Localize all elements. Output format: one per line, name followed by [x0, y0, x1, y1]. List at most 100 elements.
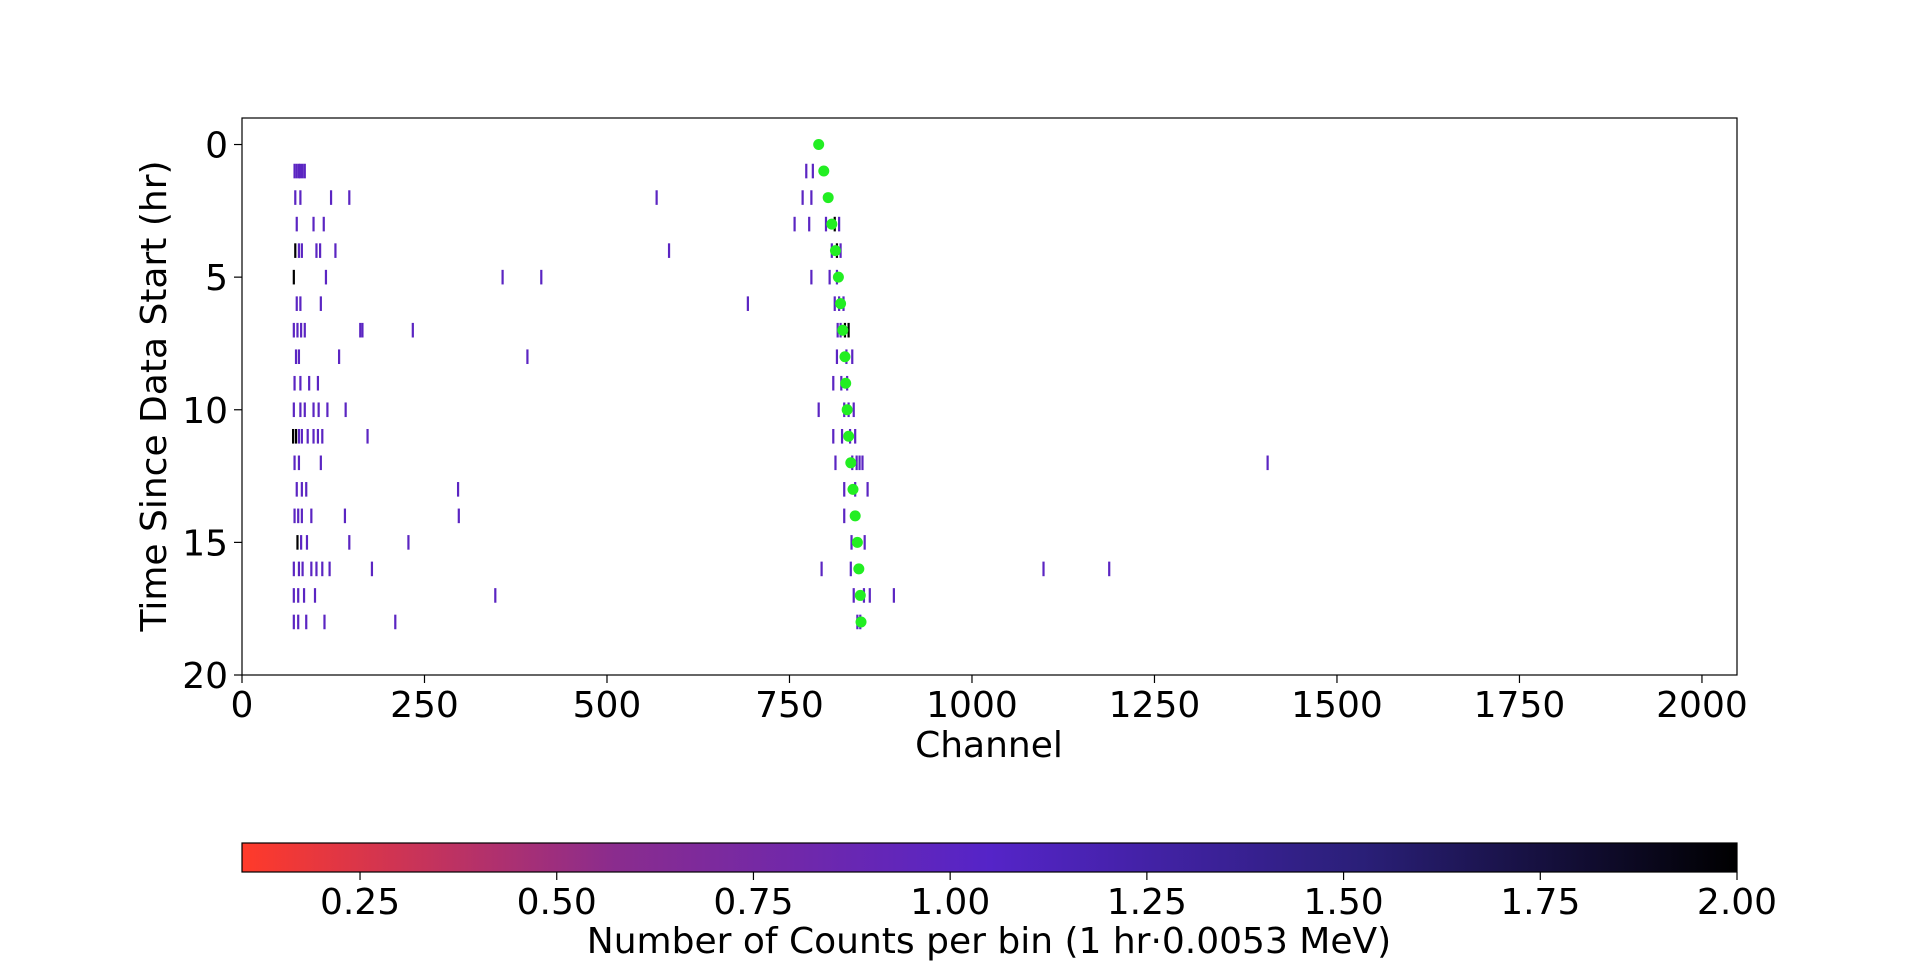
count-mark — [407, 535, 410, 550]
count-mark — [296, 322, 299, 338]
colorbar-tick-label: 0.50 — [517, 882, 597, 923]
count-mark — [361, 322, 364, 338]
count-mark — [305, 482, 308, 497]
count-mark — [303, 322, 306, 338]
colorbar-tick-label: 2.00 — [1697, 882, 1777, 923]
count-mark — [297, 588, 300, 603]
peak-marker — [849, 510, 861, 522]
count-mark — [838, 216, 841, 232]
count-mark — [300, 322, 303, 338]
count-mark — [329, 190, 333, 205]
count-mark — [861, 455, 864, 471]
count-mark — [319, 243, 322, 258]
count-mark — [324, 269, 328, 285]
count-mark — [501, 269, 504, 285]
count-mark — [457, 508, 460, 524]
count-mark — [294, 190, 297, 205]
count-mark — [843, 508, 846, 524]
count-mark — [326, 402, 329, 418]
count-mark — [852, 402, 855, 418]
peak-marker — [813, 139, 825, 151]
count-mark — [851, 349, 854, 365]
count-mark — [305, 614, 308, 630]
count-mark — [297, 614, 300, 630]
peak-marker — [841, 404, 853, 416]
colorbar — [241, 842, 1738, 873]
count-mark — [292, 614, 295, 630]
plot-area — [291, 139, 1269, 630]
count-mark — [855, 455, 858, 471]
count-mark — [348, 190, 351, 205]
y-tick-label: 20 — [182, 656, 228, 697]
y-tick-label: 15 — [182, 523, 228, 564]
y-tick-label: 10 — [182, 391, 228, 432]
count-mark — [337, 349, 341, 365]
count-mark — [299, 375, 302, 391]
count-mark — [315, 243, 318, 258]
count-mark — [1042, 561, 1045, 577]
count-mark — [540, 269, 543, 285]
count-mark — [299, 402, 302, 418]
x-axis: 0 250 500 750 1000 1250 1500 1750 2000 — [231, 675, 1748, 726]
peak-marker — [845, 457, 857, 469]
x-tick-label: 250 — [390, 685, 459, 726]
count-mark — [366, 428, 369, 444]
colorbar-tick-label: 1.00 — [910, 882, 990, 923]
count-mark — [300, 535, 303, 550]
count-mark — [300, 243, 303, 258]
count-mark — [843, 482, 846, 497]
count-mark — [824, 216, 828, 232]
count-mark — [297, 163, 301, 179]
plot-frame — [241, 117, 1738, 676]
count-mark — [852, 588, 855, 603]
count-mark — [832, 375, 835, 391]
count-mark — [348, 535, 351, 550]
colorbar-title: Number of Counts per bin (1 hr·0.0053 Me… — [587, 921, 1391, 962]
peak-marker — [855, 616, 867, 628]
count-mark — [295, 216, 298, 232]
count-mark — [892, 588, 895, 603]
count-mark — [394, 614, 397, 630]
count-mark — [308, 375, 311, 391]
count-mark — [863, 535, 866, 550]
count-mark — [858, 455, 861, 471]
count-mark — [300, 508, 303, 524]
count-mark — [293, 508, 296, 524]
count-mark — [313, 588, 317, 603]
count-mark — [301, 561, 304, 577]
count-mark — [834, 455, 837, 471]
count-mark — [810, 190, 813, 205]
count-mark — [866, 482, 869, 497]
count-mark — [317, 402, 320, 418]
count-mark — [310, 508, 313, 524]
count-mark — [1108, 561, 1111, 577]
count-mark — [297, 561, 301, 577]
peak-marker — [822, 192, 834, 204]
colorbar-ticks: 0.25 0.50 0.75 1.00 1.25 1.50 1.75 2.00 — [320, 872, 1777, 923]
count-mark — [801, 190, 804, 205]
x-tick-label: 1500 — [1291, 685, 1383, 726]
y-tick-label: 5 — [205, 258, 228, 299]
count-mark — [301, 163, 304, 179]
peak-marker — [832, 271, 844, 283]
count-mark — [299, 163, 302, 179]
count-mark — [295, 296, 298, 311]
count-mark — [808, 216, 811, 232]
count-mark — [302, 588, 306, 603]
count-mark — [746, 296, 749, 311]
count-mark — [295, 482, 298, 497]
colorbar-tick-label: 1.50 — [1304, 882, 1384, 923]
count-mark — [868, 588, 871, 603]
count-mark — [296, 535, 299, 550]
peak-marker — [818, 165, 830, 177]
peak-marker — [826, 218, 838, 230]
count-mark — [667, 243, 671, 258]
count-mark — [299, 296, 302, 311]
peak-marker — [829, 245, 841, 257]
count-mark — [321, 561, 324, 577]
count-mark — [805, 163, 808, 179]
count-mark — [297, 428, 301, 444]
count-mark — [299, 190, 302, 205]
count-mark — [820, 561, 823, 577]
